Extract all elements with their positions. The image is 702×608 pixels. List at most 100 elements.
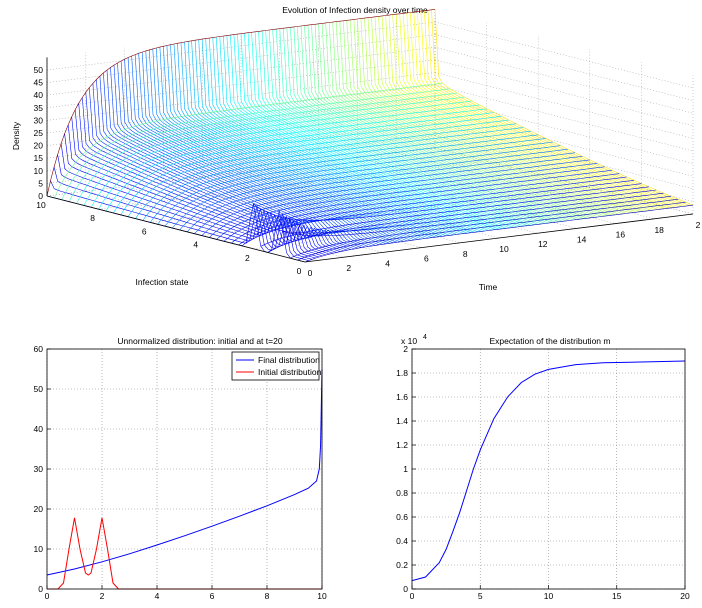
mesh-line-s-24 [216,166,605,240]
mesh-line-s-54 [105,112,495,212]
mesh-line-t-96 [385,15,644,212]
expectation-chart: Expectation of the distribution m x 10 4… [396,334,690,601]
mesh-line-t-78 [321,23,581,220]
mesh-line-s-6 [282,196,671,237]
tick-label-time-6: 12 [538,239,548,249]
mesh-line-t-48 [216,36,475,233]
tick-label-y-8: 1.6 [396,392,408,402]
mesh-line-t-45 [205,38,464,234]
tick-label-y-0: 0 [38,584,43,594]
mesh-line-t-69 [290,27,549,224]
mesh-line-t-103 [410,12,669,209]
mesh-line-s-12 [260,186,649,247]
tick-label-y-1: 0.2 [396,560,408,570]
mesh-line-t-80 [328,22,588,219]
tick-label-y-6: 60 [34,344,44,354]
mesh-line-t-52 [230,35,489,231]
mesh-line-s-36 [172,145,561,229]
tick-label-y-9: 1.8 [396,368,408,378]
mesh-line-t-66 [279,28,538,225]
tick-label-y-0: 0 [403,584,408,594]
mesh-line-t-53 [233,34,493,231]
tick-label-x-1: 2 [100,591,105,601]
mesh-line-t-51 [226,35,486,232]
wall-grid-zr-9 [434,34,694,101]
mesh-line-s-22 [223,170,612,242]
distribution-grid [46,348,323,590]
mesh-line-t-81 [332,22,591,219]
mesh-line-t-87 [353,19,613,216]
tick-label-state-4: 8 [90,213,95,223]
mesh-line-t-34 [166,45,426,239]
mesh-line-s-46 [135,127,524,219]
tick-label-time-5: 10 [499,244,509,254]
wall-grid-z-9 [46,34,436,83]
mesh-line-t-1 [50,180,309,261]
mesh-line-t-28 [145,50,404,242]
mesh-line-t-6 [67,124,327,256]
mesh-line-t-97 [388,15,648,212]
wall-grid-z-2 [46,122,436,172]
surface-title: Evolution of Infection density over time [282,5,428,15]
mesh-line-t-12 [89,87,348,251]
axis-state [46,195,306,263]
wall-grid-z-7 [46,59,436,109]
mesh-line-t-109 [431,9,690,206]
mesh-line-t-33 [163,46,422,240]
mesh-line-t-5 [64,133,323,257]
tick-label-state-0: 0 [297,266,302,276]
mesh-line-s-42 [149,134,539,223]
mesh-line-t-73 [304,25,563,222]
wall-grid-zr-10 [434,21,694,89]
tick-label-x-5: 10 [317,591,327,601]
tick-label-time-2: 4 [385,258,390,268]
mesh-line-t-36 [173,43,433,238]
mesh-line-t-17 [106,70,366,248]
expectation-grid [411,348,686,590]
tick-label-y-2: 20 [34,504,44,514]
tick-label-density-0: 0 [38,191,43,201]
surface-ylabel: Infection state [136,277,189,287]
tick-label-x-4: 20 [680,591,690,601]
distribution-lines [46,368,323,590]
mesh-line-s-48 [127,123,517,217]
mesh-line-t-98 [392,14,651,211]
mesh-line-t-58 [251,32,510,229]
mesh-line-t-89 [360,18,620,215]
mesh-line-s-64 [68,92,458,202]
tick-label-y-4: 0.8 [396,488,408,498]
mesh-line-t-55 [240,33,500,230]
floor-grid-s-2 [201,187,590,236]
mesh-line-t-99 [395,14,655,211]
mesh-line-s-38 [164,141,553,227]
mesh-line-t-95 [381,15,641,212]
mesh-line-t-43 [198,39,457,235]
mesh-line-s-68 [54,82,443,199]
mesh-line-s-70 [46,9,436,197]
surface-axes [46,57,694,263]
mesh-line-s-20 [231,173,620,244]
mesh-line-t-106 [420,11,680,208]
tick-label-y-1: 10 [34,544,44,554]
legend-label-initial: Initial distribution [258,367,322,377]
distribution-legend: Final distribution Initial distribution [231,351,322,381]
floor-grid-s-4 [98,160,487,210]
tick-label-y-2: 0.4 [396,536,408,546]
tick-label-y-6: 1.2 [396,440,408,450]
mesh-line-t-7 [71,116,330,255]
tick-label-time-3: 6 [424,254,429,264]
tick-label-density-1: 5 [38,178,43,188]
expectation-plot-frame [411,348,686,590]
mesh-line-s-56 [98,108,487,210]
mesh-line-t-107 [424,10,683,207]
tick-label-x-1: 5 [478,591,483,601]
floor-grid-s-3 [150,174,539,223]
tick-label-x-2: 10 [544,591,554,601]
mesh-line-t-92 [371,17,630,214]
tick-label-x-0: 0 [45,591,50,601]
mesh-line-t-35 [170,44,429,239]
mesh-line-t-94 [378,16,637,213]
axis-time [304,213,694,263]
mesh-line-t-91 [367,17,627,214]
tick-label-y-5: 1 [403,464,408,474]
